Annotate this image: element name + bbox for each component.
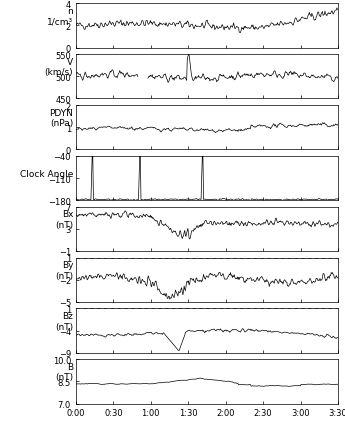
Y-axis label: Bx
(nT): Bx (nT)	[55, 210, 73, 229]
Y-axis label: Bz
(nT): Bz (nT)	[55, 312, 73, 331]
Y-axis label: B
(nT): B (nT)	[55, 362, 73, 381]
Y-axis label: V
(km/s): V (km/s)	[45, 58, 73, 77]
Y-axis label: By
(nT): By (nT)	[55, 261, 73, 280]
Y-axis label: n
1/cm³: n 1/cm³	[47, 7, 73, 26]
Y-axis label: Clock Angle: Clock Angle	[20, 170, 73, 179]
Y-axis label: PDYN
(nPa): PDYN (nPa)	[49, 108, 73, 128]
